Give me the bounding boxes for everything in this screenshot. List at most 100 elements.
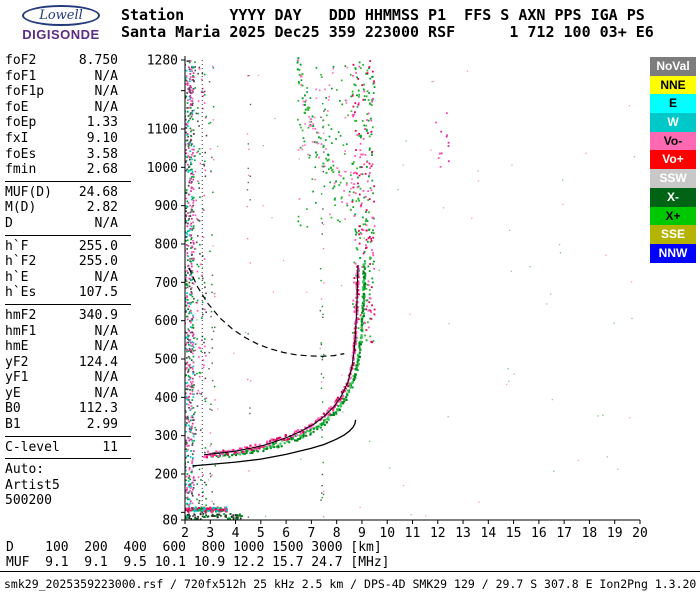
parameter-row: hmF2 340.9 xyxy=(5,308,118,324)
separator xyxy=(5,303,131,305)
parameter-label: B1 xyxy=(5,417,21,433)
x-tick-label: 3 xyxy=(206,526,214,541)
parameter-row: foF1p N/A xyxy=(5,84,118,100)
y-tick-label: 400 xyxy=(155,391,178,406)
parameter-value: 340.9 xyxy=(78,307,118,323)
x-tick-label: 17 xyxy=(556,526,572,541)
parameter-row: fxI 9.10 xyxy=(5,131,118,147)
x-tick-label: 6 xyxy=(282,526,290,541)
parameter-panel: foF2 8.750 foF1 N/A foF1p N/A foE N/A foEp 1.33 fx… xyxy=(5,53,132,509)
legend-item-nnw: NNW xyxy=(650,243,696,263)
legend-item-x-: X+ xyxy=(650,206,696,226)
parameter-row: foE N/A xyxy=(5,100,118,116)
parameter-row: foF1 N/A xyxy=(5,69,118,85)
ionogram-plot: 1280 1100 1000 900 800 700 600 500 400 300 200 802 3… xyxy=(147,54,648,542)
parameter-value: 24.68 xyxy=(78,184,118,200)
parameter-label: B0 xyxy=(5,401,21,417)
x-tick-label: 12 xyxy=(430,526,446,541)
parameter-value: 9.10 xyxy=(86,130,118,146)
parameter-value: 255.0 xyxy=(78,238,118,254)
parameter-label: foEp xyxy=(5,115,37,131)
x-tick-label: 7 xyxy=(307,526,315,541)
distance-row: D 100 200 400 600 800 1000 1500 3000 [km… xyxy=(6,540,382,555)
x-tick-label: 9 xyxy=(358,526,366,541)
dmuf-table: D 100 200 400 600 800 1000 1500 3000 [km… xyxy=(6,540,390,570)
parameter-row: hmF1 N/A xyxy=(5,324,118,340)
legend-item-ssw: SSW xyxy=(650,169,696,188)
legend-item-sse: SSE xyxy=(650,225,696,244)
autoscaling-text: Auto: xyxy=(5,462,45,478)
parameter-value: 107.5 xyxy=(78,285,118,301)
parameter-row: h`E N/A xyxy=(5,270,118,286)
footer-info: smk29_2025359223000.rsf / 720fx512h 25 k… xyxy=(4,577,697,591)
color-legend: NoVal NNE E W Vo- Vo+ SSW X- X+ SSE NNW xyxy=(650,57,696,263)
parameter-label: hmF1 xyxy=(5,323,37,339)
parameter-value: N/A xyxy=(94,370,118,386)
true-height-profile xyxy=(192,419,357,467)
parameter-label: yE xyxy=(5,385,21,401)
y-tick-label: 1280 xyxy=(147,54,178,69)
parameter-row: hmE N/A xyxy=(5,339,118,355)
autoscaling-text: 500200 xyxy=(5,493,52,509)
parameter-value: N/A xyxy=(94,99,118,115)
x-tick-label: 13 xyxy=(455,526,471,541)
x-tick-label: 14 xyxy=(481,526,497,541)
parameter-row: yF1 N/A xyxy=(5,370,118,386)
y-tick-label: 1100 xyxy=(147,123,178,138)
parameter-value: N/A xyxy=(94,215,118,231)
legend-item-vo-: Vo- xyxy=(650,131,696,151)
autoscaling-info-line: 500200 xyxy=(5,493,118,509)
parameter-value: 2.68 xyxy=(86,162,118,178)
parameter-value: 3.58 xyxy=(86,146,118,162)
x-tick-label: 2 xyxy=(181,526,189,541)
separator xyxy=(5,435,131,437)
legend-item-x-: X- xyxy=(650,187,696,207)
parameter-row: h`F 255.0 xyxy=(5,239,118,255)
parameter-label: hmF2 xyxy=(5,307,37,323)
legend-item-vo-: Vo+ xyxy=(650,150,696,170)
x-tick-label: 5 xyxy=(257,526,265,541)
x-tick-label: 10 xyxy=(379,526,395,541)
x-tick-label: 20 xyxy=(632,526,648,541)
x-tick-label: 19 xyxy=(607,526,623,541)
separator xyxy=(5,458,131,460)
parameter-value: 255.0 xyxy=(78,254,118,270)
parameter-row: yF2 124.4 xyxy=(5,355,118,371)
y-tick-label: 900 xyxy=(155,199,178,214)
separator xyxy=(5,234,131,236)
parameter-value: 1.33 xyxy=(86,115,118,131)
parameter-row: h`Es 107.5 xyxy=(5,285,118,301)
parameter-label: D xyxy=(5,215,13,231)
legend-item-noval: NoVal xyxy=(650,57,696,76)
parameter-label: foE xyxy=(5,99,29,115)
y-tick-label: 500 xyxy=(155,353,178,368)
y-tick-label: 300 xyxy=(155,429,178,444)
x-tick-label: 18 xyxy=(582,526,598,541)
parameter-row: foF2 8.750 xyxy=(5,53,118,69)
parameter-row: C-level 11 xyxy=(5,440,118,456)
parameter-row: B0 112.3 xyxy=(5,401,118,417)
parameter-value: 124.4 xyxy=(78,354,118,370)
parameter-label: hmE xyxy=(5,339,29,355)
parameter-value: 11 xyxy=(102,439,118,455)
parameter-value: N/A xyxy=(94,269,118,285)
y-tick-label: 1000 xyxy=(147,161,178,176)
parameter-label: foF2 xyxy=(5,53,37,68)
parameter-value: N/A xyxy=(94,385,118,401)
parameter-value: 2.82 xyxy=(86,200,118,216)
autoscaling-text: Artist5 xyxy=(5,477,60,493)
parameter-value: 2.99 xyxy=(86,417,118,433)
transmission-curve xyxy=(188,267,345,357)
legend-item-e: E xyxy=(650,94,696,114)
parameter-value: N/A xyxy=(94,68,118,84)
parameter-label: foF1 xyxy=(5,68,37,84)
parameter-label: M(D) xyxy=(5,200,37,216)
parameter-value: N/A xyxy=(94,339,118,355)
parameter-label: h`F2 xyxy=(5,254,37,270)
fitted-trace xyxy=(203,265,359,456)
parameter-row: yE N/A xyxy=(5,386,118,402)
y-tick-label: 80 xyxy=(162,514,178,529)
parameter-label: fmin xyxy=(5,162,37,178)
header-field-values: Santa Maria 2025 Dec25 359 223000 RSF 1 … xyxy=(121,23,654,41)
